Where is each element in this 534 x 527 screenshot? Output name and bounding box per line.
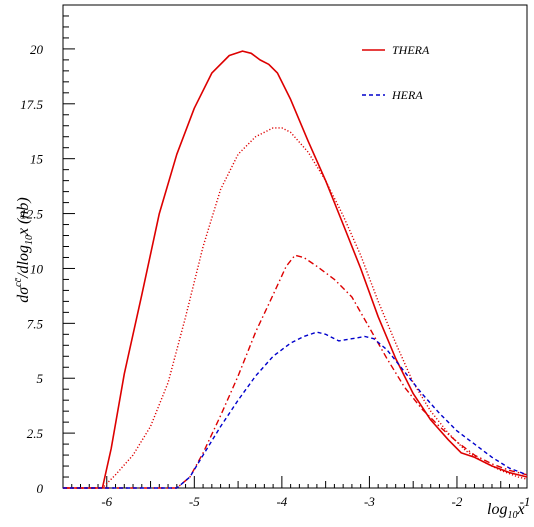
x-axis-title-tail: x xyxy=(516,501,524,518)
y-tick-label: 10 xyxy=(30,261,44,276)
y-axis-title-part-3: c̄ xyxy=(13,277,24,282)
y-axis-title-part-6: x (nb) xyxy=(15,197,32,236)
y-tick-label: 5 xyxy=(37,371,44,386)
y-tick-label: 15 xyxy=(30,152,44,167)
x-tick-label: -2 xyxy=(452,494,463,509)
x-tick-label: -5 xyxy=(189,494,200,509)
series-line-solid-0 xyxy=(63,50,528,489)
x-axis-title-sub: 10 xyxy=(507,510,517,521)
series-line-dotted-1 xyxy=(63,127,528,489)
x-tick-label: -3 xyxy=(364,494,375,509)
x-tick-label: -1 xyxy=(520,494,531,509)
y-axis-title-part-4: /dlog xyxy=(15,245,32,279)
axis-ticks xyxy=(62,4,528,489)
y-tick-label: 7.5 xyxy=(27,316,44,331)
y-axis-title-part-2: c xyxy=(13,282,24,287)
x-axis-title: log10x xyxy=(487,501,525,521)
axis-tick-labels: -6 -5 -4 -3 -2 -1 0 2.5 5 7.5 10 12.5 15 17.5 20 xyxy=(20,42,530,509)
y-axis-title-part-1: dσ xyxy=(15,286,32,303)
x-tick-label: -4 xyxy=(276,494,287,509)
x-tick-label: -6 xyxy=(101,494,112,509)
y-tick-label: 0 xyxy=(37,481,44,496)
legend-label-thera: THERA xyxy=(392,43,430,57)
y-tick-label: 2.5 xyxy=(27,426,44,441)
x-axis-title-main: log xyxy=(487,501,507,518)
series-line-dashed-3 xyxy=(63,331,528,489)
series-line-dashdot-2 xyxy=(63,254,528,489)
y-tick-label: 17.5 xyxy=(20,97,43,112)
plot-frame xyxy=(62,4,528,489)
y-tick-label: 12.5 xyxy=(20,207,43,222)
legend-label-hera: HERA xyxy=(391,88,423,102)
series-layer xyxy=(63,50,528,489)
y-tick-label: 20 xyxy=(30,42,44,57)
y-axis-title: dσcc̄/dlog10x (nb) xyxy=(13,197,35,302)
y-axis-title-part-5: 10 xyxy=(24,235,35,245)
